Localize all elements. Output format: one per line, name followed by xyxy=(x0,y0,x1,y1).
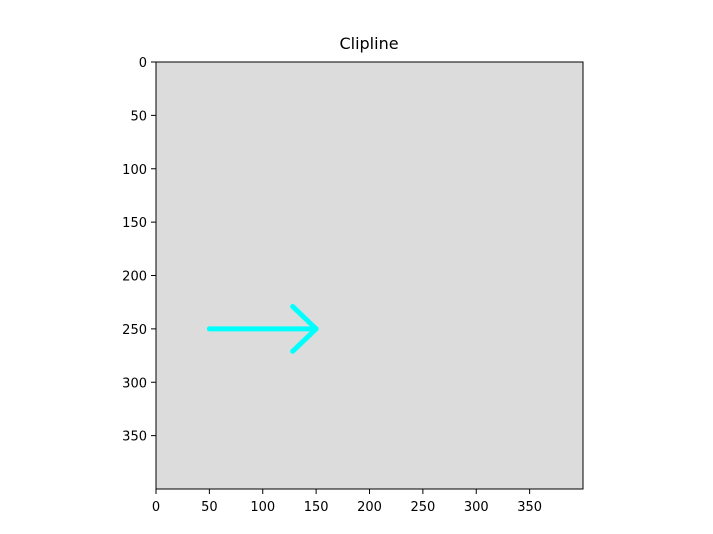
y-tick-label: 0 xyxy=(139,56,147,71)
y-tick-label: 250 xyxy=(122,323,147,338)
x-tick-label: 0 xyxy=(152,500,160,515)
y-tick-label: 100 xyxy=(122,163,147,178)
x-axis: 0 50 100 150 200 250 300 350 xyxy=(152,489,542,515)
x-tick-label: 150 xyxy=(304,500,329,515)
y-tick-label: 150 xyxy=(122,216,147,231)
arrow-head-upper xyxy=(290,303,319,332)
arrow-head-lower xyxy=(290,326,319,354)
x-tick-label: 50 xyxy=(201,500,218,515)
y-tick-label: 50 xyxy=(130,109,147,124)
x-tick-label: 200 xyxy=(357,500,382,515)
y-tick-label: 350 xyxy=(122,430,147,445)
x-tick-label: 300 xyxy=(464,500,489,515)
y-axis: 0 50 100 150 200 250 300 350 xyxy=(122,56,156,445)
x-tick-label: 250 xyxy=(410,500,435,515)
x-tick-label: 100 xyxy=(250,500,275,515)
arrow-mark xyxy=(206,303,319,354)
x-tick-label: 350 xyxy=(517,500,542,515)
y-tick-label: 300 xyxy=(122,376,147,391)
y-tick-label: 200 xyxy=(122,270,147,285)
plot-area xyxy=(155,61,584,490)
chart-title: Clipline xyxy=(339,34,398,53)
